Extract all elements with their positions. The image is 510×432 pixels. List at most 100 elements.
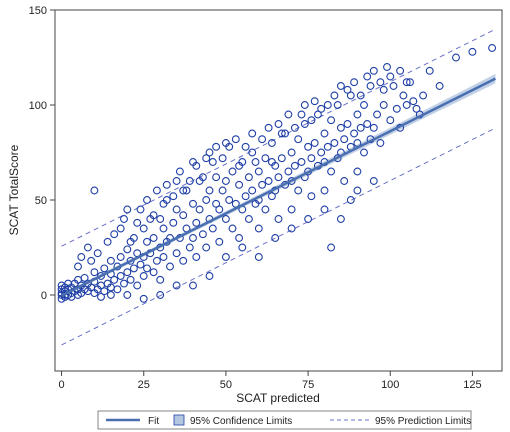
legend-fit-label: Fit	[148, 416, 159, 427]
legend-box	[97, 410, 472, 430]
data-point	[323, 142, 332, 151]
data-point	[307, 116, 316, 125]
data-point	[307, 154, 316, 163]
x-tick-label: 25	[138, 379, 150, 391]
data-point	[113, 285, 122, 294]
y-tick-label: 0	[41, 290, 47, 302]
data-point	[195, 205, 204, 214]
data-point	[304, 215, 313, 223]
data-point	[406, 78, 414, 87]
data-point	[192, 253, 201, 261]
legend-confidence-swatch	[173, 414, 185, 426]
data-point	[159, 199, 168, 208]
data-point	[244, 173, 253, 182]
data-point	[287, 148, 296, 157]
data-point	[300, 120, 309, 128]
data-point	[300, 101, 309, 109]
data-point	[330, 91, 339, 100]
data-point	[346, 196, 355, 204]
data-point	[304, 142, 313, 151]
data-point	[350, 78, 359, 87]
data-point	[228, 167, 237, 176]
data-point	[336, 123, 345, 132]
data-point	[110, 230, 119, 239]
data-point	[261, 205, 270, 214]
fit-line	[61, 77, 496, 297]
data-point	[402, 101, 411, 109]
data-point	[205, 272, 214, 280]
y-tick-label: 150	[29, 5, 47, 17]
data-point	[126, 256, 135, 265]
data-point	[185, 177, 194, 185]
data-point	[172, 281, 181, 290]
data-point	[106, 256, 115, 265]
data-point	[228, 224, 237, 233]
data-point	[248, 186, 257, 195]
data-point	[179, 256, 188, 265]
data-point	[126, 237, 135, 246]
y-tick-label: 50	[35, 195, 47, 207]
data-point	[310, 139, 319, 147]
data-point	[205, 186, 214, 195]
data-point	[215, 237, 224, 246]
data-point	[336, 215, 345, 223]
plot-frame	[54, 9, 503, 372]
data-point	[202, 196, 211, 204]
data-point	[123, 291, 132, 299]
data-point	[189, 234, 197, 242]
data-point	[133, 218, 142, 227]
data-point	[162, 180, 171, 189]
data-point	[126, 275, 135, 284]
data-point	[74, 262, 82, 271]
data-point	[320, 186, 329, 195]
data-point	[139, 294, 148, 303]
data-point	[363, 120, 372, 128]
data-point	[386, 72, 395, 81]
data-point	[317, 104, 326, 113]
data-point	[90, 186, 99, 195]
data-point	[120, 279, 128, 288]
x-tick-label: 100	[381, 379, 399, 391]
data-point	[452, 53, 460, 62]
data-point	[294, 135, 303, 144]
data-point	[284, 167, 293, 176]
data-point	[267, 158, 276, 166]
data-point	[159, 224, 168, 233]
data-point	[83, 243, 92, 252]
data-point	[212, 173, 221, 182]
data-point	[287, 205, 296, 214]
data-point	[350, 129, 359, 138]
data-point	[412, 104, 421, 113]
data-point	[123, 205, 132, 214]
data-point	[267, 192, 276, 201]
legend-prediction-label: 95% Prediction Limits	[375, 416, 471, 427]
data-point	[327, 167, 336, 176]
data-point	[106, 291, 115, 299]
legend-confidence-label: 95% Confidence Limits	[190, 416, 292, 427]
data-point	[244, 215, 253, 223]
data-point	[218, 154, 227, 163]
data-point	[166, 262, 174, 271]
data-point	[152, 186, 161, 195]
data-point	[169, 218, 178, 227]
data-point	[320, 205, 329, 214]
points-layer	[57, 44, 497, 303]
data-point	[77, 253, 86, 261]
data-point	[123, 268, 132, 277]
data-point	[143, 264, 151, 273]
data-point	[402, 78, 411, 87]
data-point	[149, 211, 158, 220]
data-point	[116, 224, 125, 233]
data-point	[277, 154, 286, 163]
data-point	[360, 148, 368, 157]
data-point	[277, 129, 286, 138]
data-point	[116, 253, 125, 261]
data-point	[100, 287, 109, 296]
data-point	[90, 268, 99, 277]
data-point	[313, 110, 322, 119]
data-point	[468, 47, 477, 56]
data-point	[488, 44, 497, 52]
data-point	[143, 237, 151, 246]
data-point	[215, 205, 224, 214]
